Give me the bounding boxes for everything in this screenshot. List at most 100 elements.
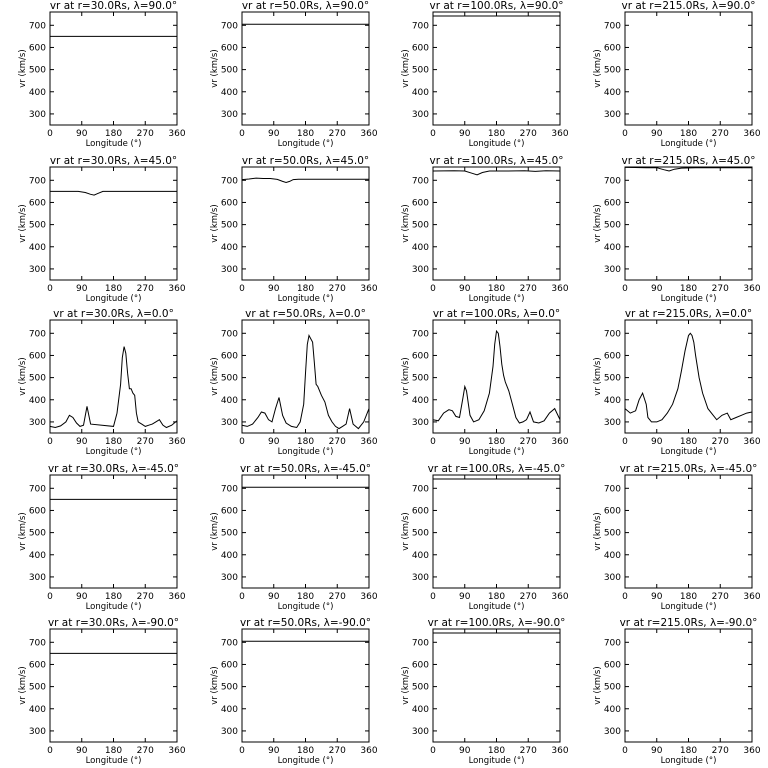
panel-1: vr at r=30.0Rs, λ=90.0° 0 90 180 270 360 300 40… (18, 0, 186, 149)
y-tick-label: 600 (604, 660, 621, 670)
x-tick-label: 0 (239, 437, 245, 447)
series-line (624, 166, 752, 172)
panel-4: vr at r=215.0Rs, λ=90.0° 0 90 180 270 360 300 4… (593, 0, 761, 149)
panel-10: vr at r=50.0Rs, λ=0.0° 0 90 180 270 360 300 400… (210, 308, 378, 457)
y-tick-label: 400 (604, 88, 621, 98)
y-tick-label: 300 (604, 418, 621, 428)
y-tick-label: 400 (412, 88, 429, 98)
y-tick-label: 400 (221, 551, 238, 561)
y-tick-label: 700 (29, 329, 46, 339)
x-tick-label: 180 (488, 437, 505, 447)
x-tick-label: 0 (622, 746, 628, 756)
x-tick-label: 270 (712, 129, 729, 139)
x-axis-label: Longitude (°) (661, 447, 717, 457)
y-tick-label: 500 (221, 374, 238, 384)
x-tick-label: 0 (239, 129, 245, 139)
x-axis-label: Longitude (°) (661, 294, 717, 304)
plot-frame (432, 474, 561, 589)
y-tick-label: 400 (29, 88, 46, 98)
x-tick-label: 360 (168, 746, 185, 756)
x-tick-label: 360 (551, 592, 568, 602)
y-tick-label: 500 (221, 66, 238, 76)
x-tick-label: 180 (105, 437, 122, 447)
x-tick-label: 270 (329, 129, 346, 139)
y-axis-label: vr (km/s) (401, 49, 411, 87)
panel-title: vr at r=215.0Rs, λ=0.0° (625, 308, 752, 320)
y-axis-label: vr (km/s) (593, 357, 603, 395)
x-tick-label: 90 (268, 284, 280, 294)
x-tick-label: 180 (488, 592, 505, 602)
y-tick-label: 500 (604, 683, 621, 693)
y-tick-label: 700 (412, 21, 429, 31)
plot-frame (432, 11, 561, 126)
y-axis-label: vr (km/s) (18, 204, 28, 242)
y-tick-label: 700 (604, 484, 621, 494)
panel-title: vr at r=100.0Rs, λ=0.0° (433, 308, 560, 320)
plot-frame (241, 628, 370, 743)
x-tick-label: 180 (297, 284, 314, 294)
y-tick-label: 600 (412, 43, 429, 53)
y-axis-label: vr (km/s) (593, 666, 603, 704)
panel-8: vr at r=215.0Rs, λ=45.0° 0 90 180 270 360 300 4… (593, 155, 761, 304)
panel-title: vr at r=30.0Rs, λ=90.0° (50, 0, 177, 12)
y-tick-label: 600 (412, 351, 429, 361)
y-tick-label: 700 (412, 329, 429, 339)
y-tick-label: 400 (221, 396, 238, 406)
x-tick-label: 0 (622, 284, 628, 294)
y-tick-label: 500 (221, 529, 238, 539)
y-tick-label: 500 (412, 66, 429, 76)
y-tick-label: 600 (29, 43, 46, 53)
x-tick-label: 360 (360, 592, 377, 602)
y-tick-label: 400 (604, 243, 621, 253)
y-tick-label: 500 (29, 683, 46, 693)
panel-title: vr at r=50.0Rs, λ=90.0° (242, 0, 369, 12)
x-tick-label: 360 (360, 437, 377, 447)
y-tick-label: 600 (221, 660, 238, 670)
panel-20: vr at r=215.0Rs, λ=-90.0° 0 90 180 270 360 300… (593, 617, 761, 766)
x-tick-label: 360 (360, 129, 377, 139)
x-tick-label: 90 (268, 746, 280, 756)
y-tick-label: 500 (412, 683, 429, 693)
panel-title: vr at r=30.0Rs, λ=-90.0° (48, 617, 179, 629)
x-axis-label: Longitude (°) (86, 294, 142, 304)
x-tick-label: 270 (137, 592, 154, 602)
x-axis-label: Longitude (°) (278, 602, 334, 612)
y-tick-label: 400 (412, 705, 429, 715)
panel-19: vr at r=100.0Rs, λ=-90.0° 0 90 180 270 360 300… (401, 617, 569, 766)
x-tick-label: 90 (651, 129, 663, 139)
y-tick-label: 300 (412, 265, 429, 275)
x-tick-label: 180 (680, 129, 697, 139)
panel-title: vr at r=215.0Rs, λ=-45.0° (620, 463, 758, 475)
x-tick-label: 360 (168, 284, 185, 294)
x-tick-label: 90 (459, 284, 471, 294)
x-tick-label: 0 (47, 284, 53, 294)
plot-frame (624, 166, 753, 281)
y-tick-label: 600 (221, 43, 238, 53)
y-tick-label: 600 (604, 351, 621, 361)
y-tick-label: 700 (29, 176, 46, 186)
y-tick-label: 300 (604, 110, 621, 120)
x-axis-label: Longitude (°) (278, 294, 334, 304)
x-tick-label: 0 (239, 284, 245, 294)
x-tick-label: 90 (76, 284, 88, 294)
x-axis-label: Longitude (°) (469, 294, 525, 304)
panel-18: vr at r=50.0Rs, λ=-90.0° 0 90 180 270 360 300 4… (210, 617, 378, 766)
x-tick-label: 180 (680, 437, 697, 447)
x-tick-label: 180 (105, 592, 122, 602)
y-tick-label: 600 (29, 506, 46, 516)
x-tick-label: 270 (520, 129, 537, 139)
y-tick-label: 300 (412, 110, 429, 120)
x-tick-label: 0 (430, 592, 436, 602)
x-tick-label: 0 (430, 284, 436, 294)
x-tick-label: 360 (743, 592, 760, 602)
x-axis-label: Longitude (°) (86, 139, 142, 149)
x-axis-label: Longitude (°) (661, 139, 717, 149)
x-axis-label: Longitude (°) (86, 756, 142, 766)
x-tick-label: 90 (459, 592, 471, 602)
y-tick-label: 700 (29, 21, 46, 31)
panel-13: vr at r=30.0Rs, λ=-45.0° 0 90 180 270 360 300 4… (18, 463, 186, 612)
y-tick-label: 300 (221, 265, 238, 275)
y-tick-label: 600 (221, 506, 238, 516)
panel-15: vr at r=100.0Rs, λ=-45.0° 0 90 180 270 360 300… (401, 463, 569, 612)
y-tick-label: 700 (29, 638, 46, 648)
